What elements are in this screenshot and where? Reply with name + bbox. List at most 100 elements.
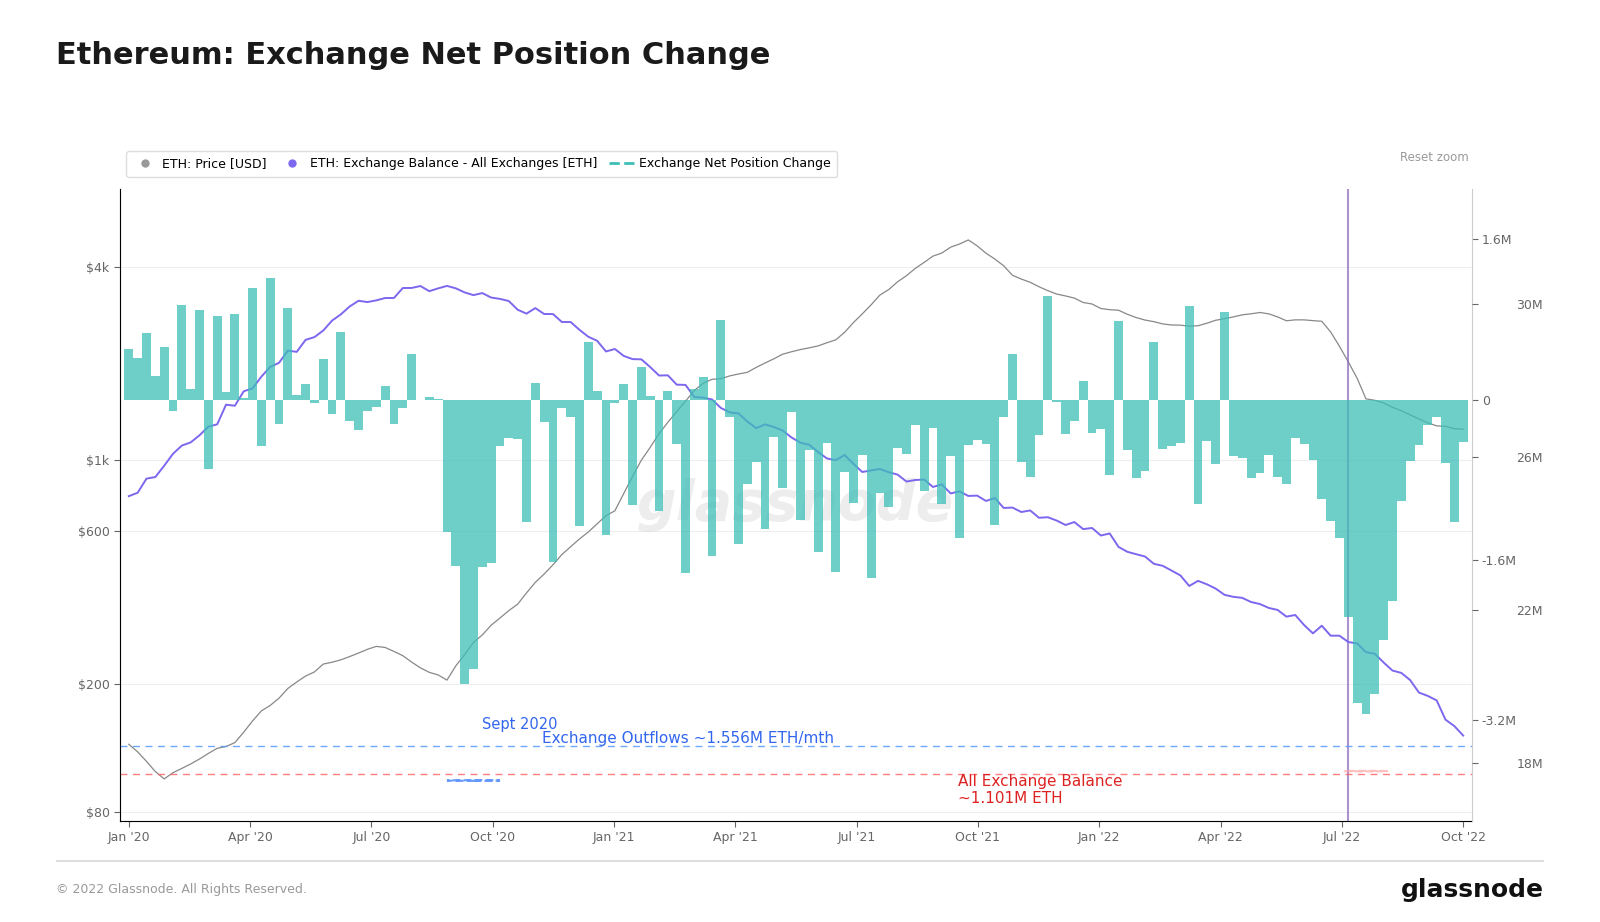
Bar	[1229, 399, 1238, 456]
Bar	[637, 367, 646, 399]
Bar	[1334, 399, 1344, 538]
Bar	[451, 399, 461, 566]
Bar	[443, 399, 451, 533]
Bar	[946, 399, 955, 455]
Bar	[1000, 399, 1008, 417]
Bar	[752, 399, 760, 462]
Bar	[1088, 399, 1096, 432]
Text: Sept 2020: Sept 2020	[482, 716, 558, 732]
Bar	[496, 399, 504, 445]
Bar	[1131, 399, 1141, 478]
Text: © 2022 Glassnode. All Rights Reserved.: © 2022 Glassnode. All Rights Reserved.	[56, 883, 307, 896]
Bar	[725, 399, 734, 418]
Bar	[1176, 399, 1186, 443]
Text: Ethereum: Exchange Net Position Change: Ethereum: Exchange Net Position Change	[56, 41, 770, 70]
Bar	[461, 399, 469, 684]
Bar	[1406, 399, 1414, 461]
Bar	[213, 315, 222, 399]
Bar	[1061, 399, 1070, 434]
Bar	[1008, 354, 1018, 399]
Bar	[522, 399, 531, 522]
Bar	[142, 333, 150, 399]
Bar	[822, 399, 832, 443]
Bar	[963, 399, 973, 445]
Bar	[160, 347, 168, 399]
Bar	[1370, 399, 1379, 694]
Bar	[858, 399, 867, 455]
Bar	[672, 399, 682, 444]
Bar	[240, 398, 248, 399]
Bar	[125, 349, 133, 399]
Bar	[742, 399, 752, 484]
Bar	[557, 399, 566, 408]
Bar	[283, 308, 293, 399]
Bar	[1123, 399, 1131, 450]
Bar	[1264, 399, 1274, 455]
Bar	[150, 376, 160, 399]
Bar	[336, 332, 346, 399]
Bar	[832, 399, 840, 572]
Bar	[301, 384, 310, 399]
Bar	[1389, 399, 1397, 601]
Bar	[893, 399, 902, 447]
Bar	[707, 399, 717, 556]
Bar	[1018, 399, 1026, 462]
Bar	[654, 399, 664, 511]
Bar	[398, 399, 406, 408]
Bar	[920, 399, 928, 491]
Bar	[371, 399, 381, 407]
Bar	[168, 399, 178, 411]
Bar	[1238, 399, 1246, 458]
Bar	[1414, 399, 1424, 445]
Bar	[814, 399, 822, 551]
Bar	[770, 399, 778, 437]
Bar	[1194, 399, 1203, 504]
Bar	[973, 399, 981, 440]
Bar	[1432, 399, 1442, 417]
Bar	[938, 399, 946, 504]
Bar	[1256, 399, 1264, 473]
Bar	[646, 396, 654, 399]
Bar	[955, 399, 963, 538]
Bar	[1078, 382, 1088, 399]
Bar	[1282, 399, 1291, 484]
Bar	[850, 399, 858, 502]
Bar	[293, 395, 301, 399]
Bar	[592, 391, 602, 399]
Bar	[1450, 399, 1459, 522]
Bar	[875, 399, 885, 493]
Bar	[885, 399, 893, 507]
Bar	[195, 310, 203, 399]
Bar	[1096, 399, 1106, 429]
Bar	[478, 399, 486, 567]
Bar	[664, 391, 672, 399]
Bar	[734, 399, 742, 544]
Bar	[539, 399, 549, 422]
Bar	[1114, 321, 1123, 399]
Bar	[346, 399, 354, 421]
Bar	[1459, 399, 1467, 442]
Bar	[717, 320, 725, 399]
Bar	[1397, 399, 1406, 502]
Bar	[760, 399, 770, 528]
Bar	[902, 399, 910, 455]
Bar	[981, 399, 990, 443]
Bar	[318, 360, 328, 399]
Bar	[1362, 399, 1370, 714]
Bar	[1186, 306, 1194, 399]
Bar	[1106, 399, 1114, 476]
Bar	[328, 399, 336, 414]
Bar	[1158, 399, 1166, 448]
Bar	[699, 377, 707, 399]
Bar	[531, 383, 539, 399]
Bar	[1246, 399, 1256, 479]
Bar	[1309, 399, 1317, 460]
Bar	[406, 354, 416, 399]
Bar	[1211, 399, 1221, 465]
Legend: ETH: Price [USD], ETH: Exchange Balance - All Exchanges [ETH], Exchange Net Posi: ETH: Price [USD], ETH: Exchange Balance …	[126, 151, 837, 176]
Bar	[1035, 399, 1043, 435]
Bar	[1053, 399, 1061, 402]
Bar	[778, 399, 787, 488]
Bar	[682, 399, 690, 573]
Bar	[910, 399, 920, 425]
